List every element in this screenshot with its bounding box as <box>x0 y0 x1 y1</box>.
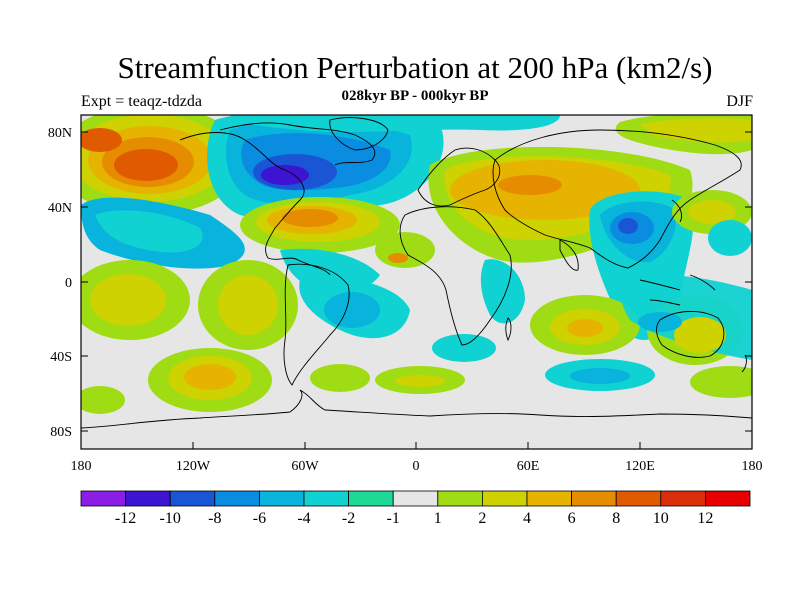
anomaly-north-pacific <box>81 115 245 215</box>
colorbar-swatch <box>80 490 126 507</box>
anomaly-southern-ocean <box>81 348 752 414</box>
colorbar: -12 -10 -8 -6 -4 -2 -1 1 2 4 6 8 10 12 <box>80 490 751 527</box>
lon-tick-labels: 180 120W 60W 0 60E 120E 180 <box>71 459 763 474</box>
map-title: Streamfunction Perturbation at 200 hPa (… <box>117 50 713 85</box>
lon-label: 180 <box>71 459 92 474</box>
colorbar-label: -12 <box>115 510 136 527</box>
season-label: DJF <box>726 93 753 110</box>
lon-label: 180 <box>742 459 763 474</box>
colorbar-label: 12 <box>697 510 713 527</box>
lat-label: 80N <box>48 126 72 141</box>
lon-label: 60E <box>517 459 540 474</box>
colorbar-swatch <box>258 490 305 507</box>
lat-label: 40N <box>48 201 72 216</box>
colorbar-label: -4 <box>297 510 310 527</box>
colorbar-swatch <box>526 490 572 507</box>
lat-label: 40S <box>50 350 72 365</box>
colorbar-swatch <box>615 490 662 507</box>
colorbar-label: -6 <box>253 510 266 527</box>
lon-label: 120W <box>176 459 211 474</box>
colorbar-label: -10 <box>160 510 181 527</box>
colorbar-swatch <box>348 490 394 507</box>
lat-label: 80S <box>50 425 72 440</box>
colorbar-label: 10 <box>653 510 669 527</box>
colorbar-swatch <box>303 490 349 507</box>
anomaly-central-atlantic <box>240 197 400 253</box>
colorbar-label: 1 <box>434 510 442 527</box>
colorbar-swatch <box>481 490 528 507</box>
colorbar-label: -2 <box>342 510 355 527</box>
lat-tick-marks <box>81 131 752 432</box>
experiment-label: Expt = teaqz-tdzda <box>81 93 202 110</box>
map-subtitle: 028kyr BP - 000kyr BP <box>341 88 489 104</box>
lat-label: 0 <box>65 276 72 291</box>
colorbar-swatch <box>125 490 171 507</box>
colorbar-label: 6 <box>568 510 576 527</box>
lon-label: 0 <box>413 459 420 474</box>
colorbar-swatch <box>437 490 483 507</box>
colorbar-swatch <box>571 490 617 507</box>
lon-label: 60W <box>291 459 319 474</box>
colorbar-label: 8 <box>612 510 620 527</box>
anomaly-indian-ocean <box>530 295 640 355</box>
anomaly-east-africa <box>480 259 525 324</box>
lat-tick-labels: 80N 40N 0 40S 80S <box>48 126 72 440</box>
contour-field <box>81 115 752 449</box>
colorbar-swatch <box>660 490 706 507</box>
colorbar-swatch <box>705 490 751 507</box>
colorbar-label: -1 <box>387 510 400 527</box>
lon-tick-marks <box>80 442 753 449</box>
anomaly-north-america <box>207 115 444 220</box>
colorbar-swatch <box>392 490 439 507</box>
colorbar-label: 2 <box>478 510 486 527</box>
colorbar-label: 4 <box>523 510 531 527</box>
colorbar-swatch <box>169 490 216 507</box>
coastlines <box>81 117 752 429</box>
anomaly-arctic <box>230 115 560 132</box>
lon-label: 120E <box>625 459 655 474</box>
colorbar-swatch <box>214 490 260 507</box>
anomaly-south-pacific-tropics <box>81 260 298 350</box>
colorbar-label: -8 <box>208 510 221 527</box>
